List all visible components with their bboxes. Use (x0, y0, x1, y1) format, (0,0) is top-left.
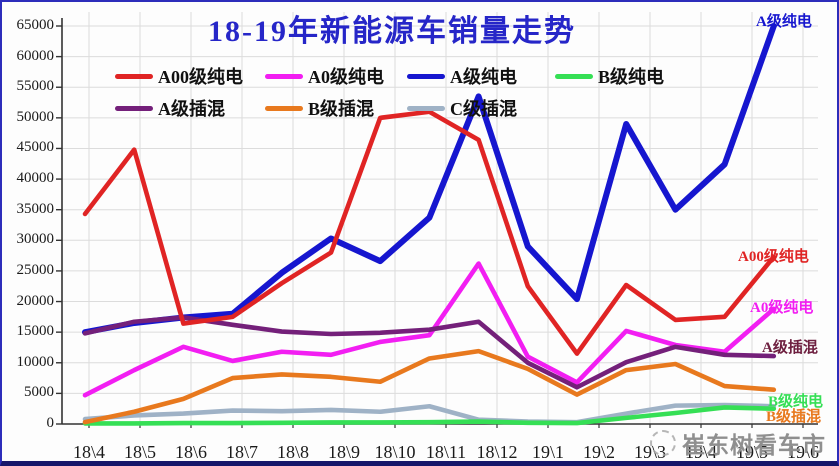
y-axis-tick-label: 45000 (16, 139, 55, 156)
series-end-label-A级插混: A级插混 (762, 340, 818, 356)
legend-swatch (115, 73, 153, 79)
legend-label: B级纯电 (598, 67, 665, 87)
legend-swatch (265, 73, 303, 79)
y-axis-tick-label: 25000 (16, 261, 55, 278)
x-axis-tick-label: 18\9 (327, 442, 361, 462)
y-axis-tick-label: 50000 (16, 108, 55, 125)
legend-swatch (115, 105, 153, 111)
legend-label: A级插混 (158, 99, 225, 119)
legend-item-A级纯电: A级纯电 (407, 66, 517, 87)
x-axis-tick-label: 18\8 (276, 442, 310, 462)
x-axis-tick-label: 18\10 (374, 442, 416, 462)
y-axis-tick-label: 15000 (16, 323, 55, 340)
watermark-text: 崔东树看车市 (682, 433, 826, 458)
legend-item-A00级纯电: A00级纯电 (115, 66, 243, 87)
x-axis-tick-label: 19\6 (786, 442, 820, 462)
y-axis-tick-label: 60000 (16, 47, 55, 64)
x-axis-tick-label: 18\5 (123, 442, 157, 462)
y-axis-tick-label: 20000 (16, 292, 55, 309)
series-line-C级插混 (82, 402, 777, 425)
legend-swatch (265, 105, 303, 111)
y-axis-tick-label: 30000 (16, 231, 55, 248)
legend-item-B级纯电: B级纯电 (555, 66, 665, 87)
series-end-label-A00级纯电: A00级纯电 (738, 249, 809, 265)
x-axis-tick-label: 19\1 (531, 442, 565, 462)
series-line-A0级纯电 (82, 261, 777, 398)
series-line-A级纯电 (82, 23, 777, 336)
series-end-label-A0级纯电: A0级纯电 (750, 300, 814, 316)
y-axis-tick-label: 65000 (16, 17, 55, 33)
legend-label: A00级纯电 (158, 67, 243, 87)
series-end-label-B级纯电: B级纯电 (768, 394, 824, 410)
watermark-logo-icon (650, 430, 676, 456)
legend-item-A0级纯电: A0级纯电 (265, 66, 384, 87)
x-axis-tick-label: 19\2 (582, 442, 616, 462)
x-axis-tick-label: 18\4 (72, 442, 106, 462)
y-axis-tick-label: 55000 (16, 78, 55, 95)
x-axis-tick-label: 19\4 (684, 442, 718, 462)
x-axis-tick-label: 19\5 (735, 442, 769, 462)
y-axis-tick-label: 5000 (24, 384, 54, 401)
legend-swatch (407, 105, 445, 111)
y-axis-tick-label: 10000 (16, 353, 55, 370)
legend-label: A0级纯电 (308, 67, 384, 87)
page-title: 18-19年新能源车销量走势 (208, 15, 576, 48)
legend-swatch (407, 73, 445, 79)
x-axis-tick-label: 18\12 (476, 442, 518, 462)
series-end-label-A级纯电: A级纯电 (756, 14, 812, 30)
series-line-A级插混 (82, 315, 777, 390)
series-line-A00级纯电 (82, 109, 777, 356)
legend-item-C级插混: C级插混 (407, 98, 517, 119)
series-end-label-B级插混: B级插混 (766, 409, 822, 425)
legend-label: B级插混 (308, 99, 375, 119)
watermark: 崔东树看车市 (650, 426, 826, 460)
y-axis-tick-label: 0 (46, 415, 55, 431)
x-axis-tick-label: 18\6 (174, 442, 208, 462)
legend-swatch (555, 73, 593, 79)
series-line-B级纯电 (82, 405, 777, 426)
x-axis-tick-label: 18\7 (225, 442, 259, 462)
legend-item-B级插混: B级插混 (265, 98, 375, 119)
series-line-B级插混 (82, 348, 777, 425)
y-axis-tick-label: 40000 (16, 170, 55, 187)
x-axis-tick-label: 18\11 (425, 442, 467, 462)
legend-label: C级插混 (450, 99, 517, 119)
legend-label: A级纯电 (450, 67, 517, 87)
legend-item-A级插混: A级插混 (115, 98, 225, 119)
y-axis-tick-label: 35000 (16, 200, 55, 217)
